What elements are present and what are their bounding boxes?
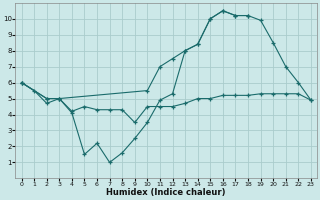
X-axis label: Humidex (Indice chaleur): Humidex (Indice chaleur) (107, 188, 226, 197)
